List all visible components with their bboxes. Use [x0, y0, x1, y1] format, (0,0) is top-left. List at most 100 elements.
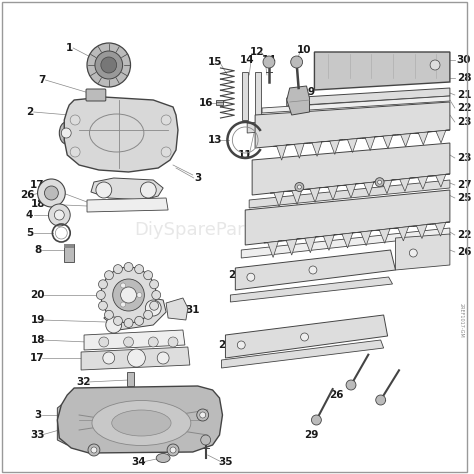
Circle shape: [140, 182, 156, 198]
Polygon shape: [255, 102, 450, 148]
Circle shape: [113, 279, 145, 311]
Circle shape: [376, 395, 386, 405]
Polygon shape: [414, 176, 432, 189]
Circle shape: [45, 186, 58, 200]
Polygon shape: [166, 298, 188, 320]
Polygon shape: [57, 400, 67, 445]
Polygon shape: [338, 232, 357, 248]
Circle shape: [291, 56, 302, 68]
Polygon shape: [394, 226, 413, 241]
Text: 17: 17: [30, 180, 45, 190]
Circle shape: [167, 444, 179, 456]
Polygon shape: [287, 86, 310, 115]
Polygon shape: [245, 190, 450, 245]
Text: 5: 5: [26, 228, 33, 238]
Text: 30: 30: [457, 55, 471, 65]
Polygon shape: [64, 97, 178, 172]
Text: 8: 8: [34, 245, 41, 255]
Polygon shape: [414, 132, 432, 145]
Circle shape: [144, 271, 153, 280]
Circle shape: [104, 271, 113, 280]
Text: 22: 22: [457, 103, 471, 113]
Circle shape: [48, 204, 70, 226]
Text: 4: 4: [26, 210, 33, 220]
Bar: [64, 244, 74, 248]
Ellipse shape: [156, 454, 170, 463]
Circle shape: [87, 43, 130, 87]
Text: 25: 25: [457, 193, 471, 203]
Text: 34: 34: [131, 457, 146, 467]
Circle shape: [55, 210, 64, 220]
Text: 10: 10: [297, 45, 312, 55]
Circle shape: [113, 264, 122, 273]
Polygon shape: [247, 118, 317, 133]
Polygon shape: [283, 239, 301, 255]
Polygon shape: [264, 241, 283, 257]
Circle shape: [70, 147, 80, 157]
Polygon shape: [91, 178, 163, 200]
Circle shape: [91, 447, 97, 453]
Circle shape: [157, 352, 169, 364]
Circle shape: [37, 179, 65, 207]
Text: 31: 31: [185, 305, 200, 315]
Ellipse shape: [59, 122, 73, 144]
Circle shape: [346, 380, 356, 390]
Circle shape: [144, 310, 153, 319]
Text: 28: 28: [457, 73, 471, 83]
Circle shape: [135, 316, 144, 325]
Text: DiySpareParts: DiySpareParts: [134, 221, 261, 239]
Polygon shape: [287, 88, 450, 106]
Circle shape: [113, 316, 122, 325]
Text: 13: 13: [208, 135, 223, 145]
Text: 2REF1017-GM: 2REF1017-GM: [458, 302, 463, 337]
Text: 32: 32: [77, 377, 91, 387]
Circle shape: [263, 56, 275, 68]
Text: 20: 20: [30, 290, 45, 300]
Text: 26: 26: [457, 247, 471, 257]
Text: 23: 23: [457, 153, 471, 163]
Polygon shape: [235, 250, 395, 290]
Polygon shape: [432, 174, 450, 187]
Circle shape: [247, 273, 255, 281]
Circle shape: [309, 266, 317, 274]
Polygon shape: [241, 228, 450, 258]
Ellipse shape: [92, 401, 191, 446]
Text: 26: 26: [20, 190, 35, 200]
Circle shape: [161, 147, 171, 157]
Polygon shape: [252, 143, 450, 195]
Circle shape: [378, 180, 382, 184]
Polygon shape: [226, 315, 388, 358]
Bar: [64, 244, 74, 262]
Polygon shape: [326, 140, 344, 155]
Circle shape: [99, 301, 108, 310]
Text: 17: 17: [30, 353, 45, 363]
Text: 21: 21: [457, 90, 471, 100]
Circle shape: [137, 292, 142, 298]
Polygon shape: [342, 183, 360, 198]
Circle shape: [135, 264, 144, 273]
Polygon shape: [262, 96, 450, 113]
Circle shape: [103, 352, 115, 364]
Polygon shape: [87, 198, 168, 212]
Circle shape: [150, 301, 159, 310]
Polygon shape: [84, 330, 185, 350]
Text: 22: 22: [457, 230, 471, 240]
Circle shape: [99, 280, 108, 289]
Polygon shape: [306, 187, 324, 202]
Bar: [242, 72, 248, 120]
Text: 19: 19: [30, 315, 45, 325]
Circle shape: [237, 341, 245, 349]
Text: 16: 16: [199, 98, 213, 108]
Circle shape: [301, 333, 309, 341]
Circle shape: [295, 182, 304, 191]
Circle shape: [106, 317, 122, 333]
Text: 35: 35: [218, 457, 233, 467]
Polygon shape: [273, 145, 291, 160]
Circle shape: [311, 415, 321, 425]
Polygon shape: [396, 178, 414, 191]
Polygon shape: [81, 347, 190, 370]
Polygon shape: [344, 138, 361, 153]
Polygon shape: [379, 135, 397, 149]
Text: 14: 14: [262, 55, 276, 65]
Circle shape: [150, 280, 159, 289]
